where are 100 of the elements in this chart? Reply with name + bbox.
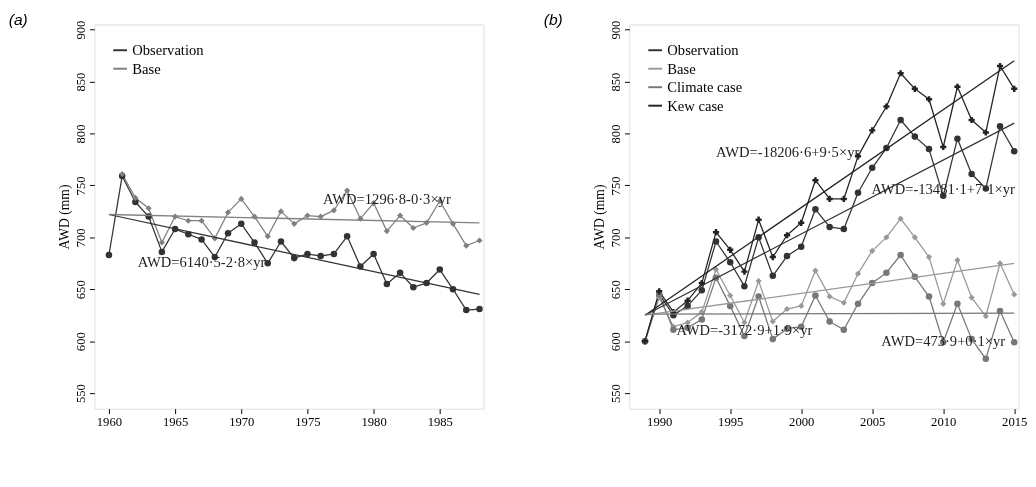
y-tick-label: 850 bbox=[609, 72, 624, 92]
point bbox=[1010, 338, 1018, 346]
y-axis-title: AWD (mm) bbox=[591, 184, 608, 250]
point bbox=[476, 305, 483, 313]
point bbox=[330, 250, 338, 258]
point bbox=[797, 243, 805, 250]
point bbox=[854, 270, 862, 277]
annotation: AWD=6140·5-2·8×yr bbox=[137, 254, 266, 271]
point bbox=[854, 189, 862, 196]
point bbox=[982, 355, 990, 363]
y-axis-title: AWD (mm) bbox=[56, 184, 73, 250]
point bbox=[436, 266, 444, 273]
legend-label: Kew case bbox=[667, 97, 724, 114]
point bbox=[304, 212, 311, 219]
legend-label: Climate case bbox=[667, 79, 743, 96]
point bbox=[712, 266, 720, 273]
point bbox=[198, 217, 205, 224]
legend-label: Base bbox=[132, 60, 161, 77]
point bbox=[726, 259, 734, 266]
point bbox=[105, 251, 113, 259]
y-tick-label: 900 bbox=[609, 20, 624, 40]
x-tick-label: 1980 bbox=[361, 414, 387, 429]
point bbox=[158, 248, 166, 256]
point bbox=[968, 294, 975, 301]
point bbox=[145, 205, 152, 212]
point bbox=[370, 250, 377, 258]
point bbox=[224, 209, 232, 216]
annotation: AWD=1296·8-0·3×yr bbox=[322, 191, 451, 208]
point bbox=[954, 257, 961, 264]
y-tick-label: 650 bbox=[609, 280, 624, 300]
point bbox=[238, 220, 245, 228]
y-tick-label: 550 bbox=[609, 384, 624, 404]
point bbox=[476, 237, 483, 244]
point bbox=[812, 177, 819, 184]
chart-title: (b) bbox=[543, 11, 563, 29]
point bbox=[1010, 147, 1018, 155]
point bbox=[982, 313, 989, 320]
point bbox=[344, 187, 351, 194]
y-tick-label: 700 bbox=[609, 228, 624, 248]
point bbox=[741, 282, 748, 290]
point bbox=[158, 239, 165, 246]
point bbox=[911, 234, 918, 241]
point bbox=[383, 280, 391, 288]
point bbox=[826, 223, 833, 231]
y-tick-label: 850 bbox=[74, 72, 89, 92]
point bbox=[925, 293, 933, 300]
point bbox=[897, 116, 904, 124]
point bbox=[868, 164, 876, 172]
point bbox=[826, 318, 833, 325]
legend-label: Base bbox=[667, 60, 696, 77]
legend-label: Observation bbox=[667, 42, 740, 59]
point bbox=[897, 251, 904, 259]
point bbox=[798, 302, 805, 309]
point bbox=[854, 300, 862, 308]
point bbox=[463, 306, 470, 314]
point bbox=[397, 212, 404, 219]
point bbox=[954, 83, 961, 90]
point bbox=[783, 232, 791, 239]
x-tick-label: 1985 bbox=[427, 414, 453, 429]
point bbox=[883, 103, 890, 110]
point bbox=[357, 263, 364, 270]
point bbox=[330, 207, 337, 214]
y-tick-label: 600 bbox=[609, 332, 624, 352]
y-tick-label: 900 bbox=[74, 20, 89, 40]
annotation: AWD=-18206·6+9·5×yr bbox=[715, 143, 860, 160]
point bbox=[185, 217, 192, 224]
point bbox=[1011, 291, 1018, 298]
point bbox=[869, 127, 876, 134]
x-tick-label: 1960 bbox=[96, 414, 123, 429]
point bbox=[869, 247, 876, 254]
point bbox=[883, 234, 890, 241]
point bbox=[251, 239, 258, 246]
x-tick-label: 2015 bbox=[1002, 414, 1028, 429]
point bbox=[277, 208, 285, 215]
y-tick-label: 650 bbox=[74, 280, 89, 300]
point bbox=[897, 215, 904, 222]
y-tick-label: 600 bbox=[74, 332, 89, 352]
chart-title: (a) bbox=[8, 11, 28, 29]
point bbox=[968, 116, 975, 124]
point bbox=[410, 283, 417, 291]
point bbox=[698, 287, 706, 294]
point bbox=[755, 277, 762, 285]
point bbox=[290, 254, 298, 262]
point bbox=[911, 133, 919, 140]
point bbox=[755, 216, 762, 223]
point bbox=[954, 135, 961, 142]
x-tick-label: 1975 bbox=[295, 414, 321, 429]
point bbox=[883, 269, 890, 276]
y-tick-label: 750 bbox=[609, 176, 624, 196]
x-tick-label: 1990 bbox=[647, 414, 673, 429]
point bbox=[317, 213, 324, 220]
point bbox=[727, 292, 734, 299]
point bbox=[840, 299, 847, 306]
point bbox=[925, 145, 933, 153]
point bbox=[684, 297, 691, 304]
point bbox=[343, 233, 351, 240]
legend-label: Observation bbox=[132, 42, 205, 59]
point bbox=[224, 229, 232, 237]
point bbox=[954, 300, 961, 308]
y-tick-label: 700 bbox=[74, 228, 89, 248]
